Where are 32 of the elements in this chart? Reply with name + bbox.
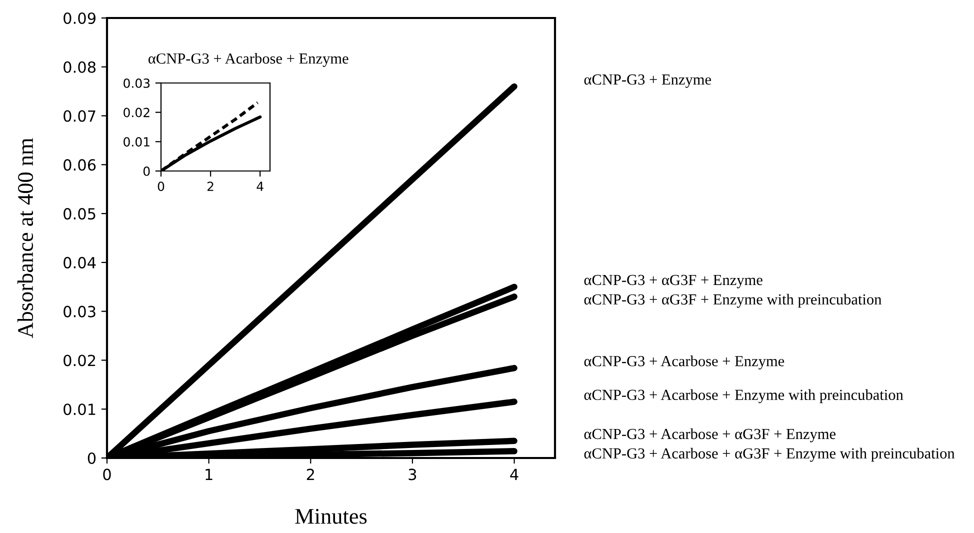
x-axis-title: Minutes [295, 508, 367, 524]
y-tick-label: 0.08 [64, 61, 96, 73]
y-tick-label: 0.05 [64, 208, 96, 220]
y-tick-label: 0.01 [124, 137, 150, 147]
y-tick-label: 0.07 [64, 110, 96, 122]
y-tick-label: 0.01 [64, 404, 96, 416]
x-tick-label: 1 [206, 468, 212, 480]
y-axis-title: Absorbance at 400 nm [17, 138, 34, 338]
y-tick-label: 0.09 [64, 12, 96, 24]
y-tick-label: 0 [143, 166, 150, 176]
y-tick-label: 0.06 [64, 159, 96, 171]
x-tick-label: 0 [158, 182, 164, 192]
x-tick-label: 2 [207, 182, 214, 191]
text: αCNP-G3 + Acarbose + αG3F + Enzyme with preincubation [584, 448, 955, 462]
x-tick-label: 2 [306, 468, 314, 480]
text: αCNP-G3 + αG3F + Enzyme with preincubation [584, 294, 882, 308]
text: αCNP-G3 + Enzyme [584, 74, 711, 88]
text: αCNP-G3 + Acarbose + Enzyme with preincubation [584, 389, 904, 404]
y-tick-label: 0 [88, 452, 96, 464]
y-tick-label: 0.04 [64, 256, 96, 268]
y-tick-label: 0.02 [64, 354, 96, 366]
y-tick-label: 0.03 [64, 306, 96, 318]
x-tick-label: 3 [408, 468, 416, 480]
chart-title: αCNP-G3 + Acarbose + Enzyme [148, 52, 348, 67]
x-tick-label: 4 [256, 182, 264, 191]
x-tick-label: 4 [510, 468, 518, 480]
x-tick-label: 0 [103, 468, 111, 480]
text: αCNP-G3 + Acarbose + Enzyme [584, 356, 784, 370]
text: αCNP-G3 + Acarbose + αG3F + Enzyme [584, 428, 836, 442]
text: αCNP-G3 + αG3F + Enzyme [584, 274, 762, 288]
y-tick-label: 0.03 [124, 78, 150, 88]
y-tick-label: 0.02 [124, 108, 150, 118]
